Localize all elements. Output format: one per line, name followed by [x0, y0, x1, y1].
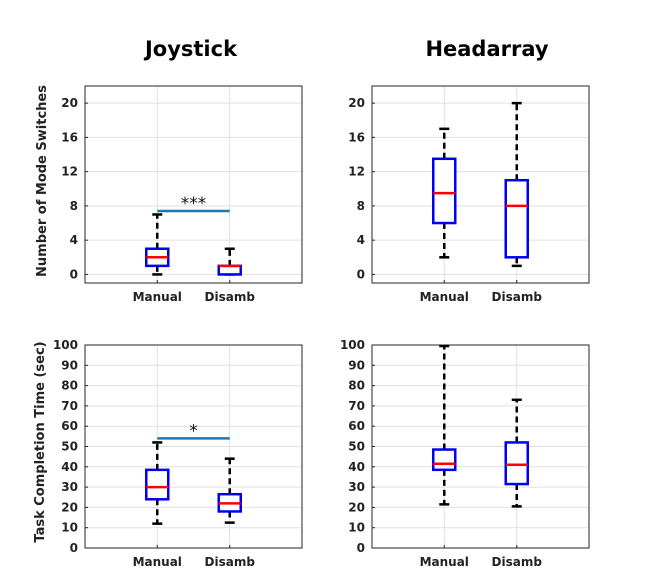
box-manual [145, 213, 170, 276]
y-tick-label: 4 [357, 233, 365, 247]
y-tick-label: 60 [61, 419, 78, 433]
y-tick-label: 50 [61, 440, 78, 454]
y-tick-label: 90 [61, 358, 78, 372]
box-disamb [504, 101, 529, 268]
significance-label: *** [181, 194, 207, 214]
box-iqr [145, 468, 170, 501]
y-tick-label: 20 [61, 500, 78, 514]
y-tick-label: 8 [357, 199, 365, 213]
y-tick-label: 70 [61, 399, 78, 413]
x-tick-label: Manual [133, 290, 182, 304]
y-tick-label: 50 [348, 440, 365, 454]
y-tick-label: 12 [348, 165, 365, 179]
x-tick-label: Manual [133, 555, 182, 569]
y-tick-label: 80 [348, 379, 365, 393]
y-tick-label: 30 [61, 480, 78, 494]
x-tick-label: Disamb [492, 555, 543, 569]
y-tick-label: 10 [348, 521, 365, 535]
box-manual [432, 344, 457, 506]
y-tick-label: 20 [348, 500, 365, 514]
box-iqr [504, 441, 529, 486]
y-tick-label: 16 [61, 130, 78, 144]
y-tick-label: 70 [348, 399, 365, 413]
x-tick-label: Manual [420, 555, 469, 569]
panel-joystick-completion-time: 0 10 20 30 40 50 60 70 80 90 100 Manual Disamb * [53, 338, 303, 569]
significance-label: * [189, 421, 198, 441]
box-disamb [504, 398, 529, 508]
y-tick-label: 8 [70, 199, 78, 213]
axes-frame [371, 85, 590, 284]
box-manual [432, 127, 457, 259]
y-tick-label: 30 [348, 480, 365, 494]
box-iqr [217, 264, 242, 276]
y-tick-label: 60 [348, 419, 365, 433]
y-tick-label: 80 [61, 379, 78, 393]
y-tick-label: 0 [70, 541, 78, 555]
y-tick-label: 0 [357, 267, 365, 281]
y-tick-label: 4 [70, 233, 78, 247]
y-tick-label: 100 [340, 338, 365, 352]
box-manual [145, 441, 170, 525]
y-tick-label: 12 [61, 165, 78, 179]
y-tick-label: 40 [348, 460, 365, 474]
axes-frame [84, 85, 303, 284]
panel-joystick-mode-switches: 0 4 8 12 16 20 Manual Disamb *** [61, 85, 303, 304]
row-label-mode-switches: Number of Mode Switches [35, 85, 50, 277]
x-tick-label: Disamb [205, 555, 256, 569]
box-disamb [217, 457, 242, 524]
y-tick-label: 16 [348, 130, 365, 144]
panel-headarray-completion-time: 0 10 20 30 40 50 60 70 80 90 100 Manual Disamb [340, 338, 590, 569]
y-tick-label: 10 [61, 521, 78, 535]
y-tick-label: 90 [348, 358, 365, 372]
column-title-joystick: Joystick [143, 37, 238, 61]
y-tick-label: 20 [348, 96, 365, 110]
x-tick-label: Manual [420, 290, 469, 304]
box-iqr [432, 448, 457, 472]
x-tick-label: Disamb [205, 290, 256, 304]
row-label-completion-time: Task Completion Time (sec) [33, 341, 48, 542]
panel-headarray-mode-switches: 0 4 8 12 16 20 Manual Disamb [348, 85, 590, 304]
y-tick-label: 40 [61, 460, 78, 474]
y-tick-label: 0 [357, 541, 365, 555]
x-tick-label: Disamb [492, 290, 543, 304]
box-iqr [432, 157, 457, 225]
y-tick-label: 20 [61, 96, 78, 110]
box-iqr [504, 178, 529, 259]
box-disamb [217, 247, 242, 276]
y-tick-label: 0 [70, 267, 78, 281]
column-title-headarray: Headarray [425, 37, 548, 61]
y-tick-label: 100 [53, 338, 78, 352]
